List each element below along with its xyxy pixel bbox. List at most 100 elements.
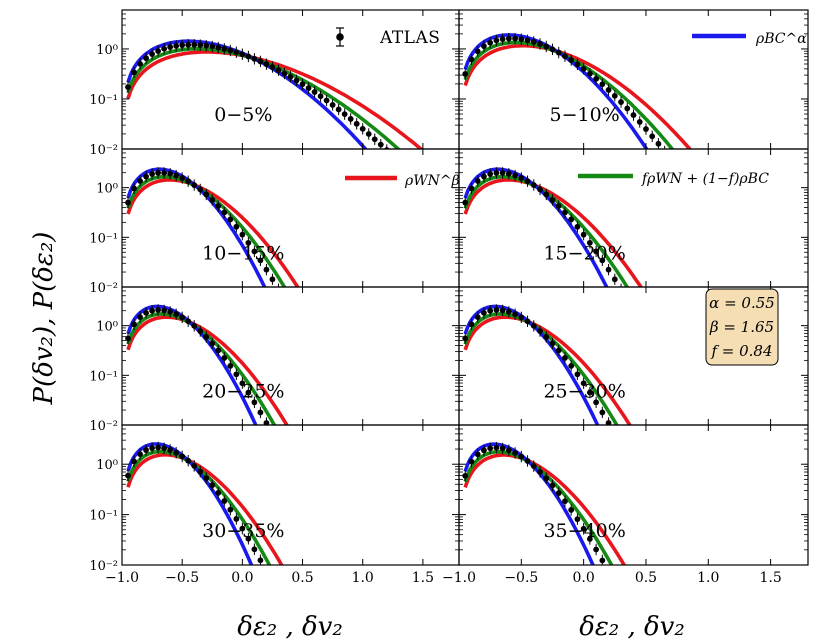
curve-mix-6 (126, 449, 272, 565)
atlas-point-2 (197, 186, 204, 193)
ytick-label-4-1: 10⁻¹ (89, 369, 118, 384)
atlas-point-0 (143, 55, 149, 62)
panel-frame-4 (121, 286, 460, 426)
atlas-point-7 (586, 536, 593, 542)
atlas-point-3 (549, 197, 556, 203)
atlas-point-4 (143, 309, 149, 316)
atlas-point-6 (137, 451, 143, 458)
atlas-point-7 (493, 444, 500, 451)
atlas-point-2 (239, 231, 246, 238)
curve-wn-4 (126, 315, 289, 425)
legend-atlas: ATLAS (336, 27, 440, 48)
ytick-label-4-2: 10⁰ (96, 320, 118, 335)
atlas-point-4 (239, 380, 246, 387)
x-axis-label-left: δε₂ , δv₂ (237, 612, 343, 641)
atlas-point-2 (263, 266, 270, 273)
atlas-point-4 (233, 371, 240, 378)
atlas-point-5 (562, 354, 568, 361)
legend-wn: ρWN^β (345, 173, 460, 189)
panel-plot-4 (125, 304, 289, 425)
atlas-point-5 (468, 321, 475, 328)
atlas-point-7 (487, 445, 494, 452)
atlas-point-0 (173, 43, 180, 49)
atlas-point-2 (173, 172, 180, 179)
atlas-point-6 (191, 462, 198, 469)
atlas-point-5 (512, 311, 518, 318)
atlas-point-6 (233, 516, 240, 522)
atlas-point-1 (499, 36, 506, 43)
atlas-point-3 (574, 223, 581, 230)
atlas-point-4 (137, 314, 143, 320)
atlas-point-2 (203, 191, 210, 198)
atlas-point-3 (555, 203, 562, 209)
panel-1 (458, 9, 809, 150)
atlas-point-0 (323, 97, 330, 104)
centrality-label-6: 30−35% (202, 520, 284, 542)
ytick-label-0-1: 10⁻¹ (89, 93, 118, 108)
atlas-point-3 (505, 170, 512, 177)
xtick-label-7-2: 0.0 (573, 570, 595, 586)
ytick-label-6-2: 10⁰ (96, 458, 118, 473)
atlas-point-0 (203, 42, 210, 49)
atlas-point-4 (227, 362, 234, 369)
atlas-point-6 (155, 444, 162, 451)
atlas-point-7 (518, 453, 525, 460)
atlas-point-3 (481, 173, 487, 180)
atlas-point-0 (371, 136, 378, 143)
atlas-point-6 (257, 557, 264, 564)
panel-plot-2 (125, 167, 300, 287)
atlas-point-0 (305, 85, 312, 91)
atlas-point-3 (530, 182, 537, 188)
atlas-point-7 (524, 458, 531, 464)
atlas-point-5 (586, 389, 593, 396)
parameter-box: α = 0.55 β = 1.65 f = 0.84 (705, 288, 779, 366)
atlas-point-3 (493, 169, 500, 176)
atlas-point-2 (221, 209, 228, 216)
panel-plot-3 (462, 167, 644, 287)
atlas-point-1 (537, 41, 543, 47)
atlas-point-1 (649, 133, 656, 140)
param-beta: β = 1.65 (709, 318, 774, 336)
atlas-point-2 (167, 170, 174, 177)
atlas-point-5 (574, 371, 581, 378)
atlas-point-3 (537, 186, 543, 193)
panel-frame-6 (121, 424, 460, 566)
atlas-point-3 (580, 231, 587, 238)
atlas-point-0 (275, 67, 282, 74)
atlas-point-5 (605, 420, 612, 425)
atlas-point-3 (524, 178, 531, 185)
atlas-point-6 (167, 447, 174, 453)
atlas-point-5 (549, 340, 556, 347)
xtick-label-7-3: 0.5 (635, 570, 657, 586)
xtick-label-7-4: 1.0 (697, 570, 719, 586)
atlas-point-4 (191, 322, 198, 329)
atlas-point-5 (593, 399, 600, 406)
atlas-point-1 (481, 43, 487, 50)
atlas-point-1 (543, 43, 550, 50)
ytick-label-2-2: 10⁰ (96, 182, 118, 197)
atlas-point-7 (599, 557, 606, 564)
panel-plot-6 (125, 441, 284, 565)
atlas-point-5 (524, 318, 531, 325)
atlas-point-1 (624, 105, 631, 112)
atlas-point-7 (568, 507, 575, 513)
atlas-point-5 (612, 431, 618, 437)
curve-mix-0 (126, 47, 401, 149)
atlas-point-4 (221, 354, 228, 361)
atlas-point-2 (191, 182, 198, 188)
atlas-point-7 (555, 490, 562, 496)
atlas-point-7 (562, 498, 568, 505)
atlas-point-6 (215, 489, 222, 496)
atlas-point-7 (468, 458, 475, 465)
atlas-point-0 (293, 77, 300, 84)
atlas-point-1 (568, 57, 575, 63)
panel-plot-7 (462, 442, 627, 565)
panel-3 (458, 148, 809, 288)
ytick-label-0-0: 10⁻² (89, 143, 118, 158)
atlas-point-1 (593, 75, 600, 82)
atlas-point-1 (586, 70, 593, 77)
atlas-point-1 (487, 39, 494, 46)
atlas-point-0 (365, 131, 372, 137)
panel-frame-7 (458, 424, 809, 566)
atlas-point-0 (131, 69, 137, 76)
